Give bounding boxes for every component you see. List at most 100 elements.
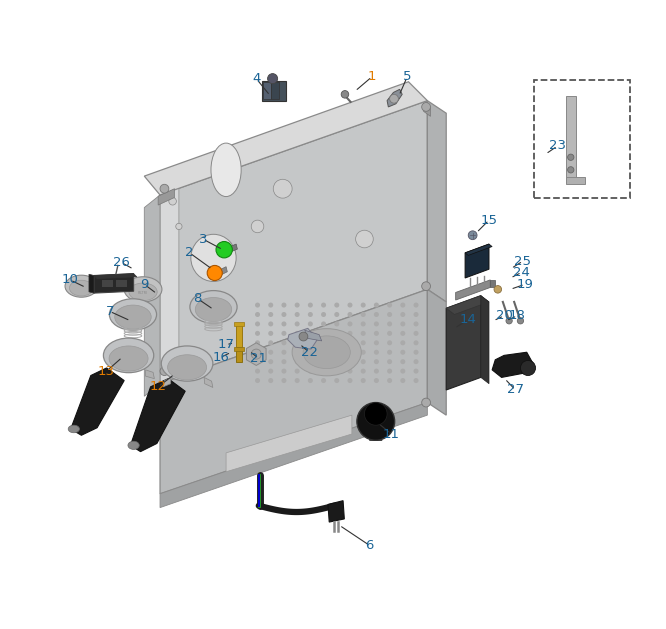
Circle shape [414,359,418,364]
Circle shape [361,350,366,355]
Circle shape [294,340,300,345]
Circle shape [268,74,278,84]
Polygon shape [446,296,489,314]
Circle shape [387,378,392,383]
Circle shape [321,321,326,326]
Circle shape [348,369,352,374]
Ellipse shape [109,346,148,371]
Circle shape [374,312,379,317]
Text: 13: 13 [98,365,115,377]
Circle shape [348,359,352,364]
Polygon shape [158,189,174,205]
Ellipse shape [69,280,93,296]
Circle shape [400,378,406,383]
Circle shape [268,340,273,345]
Polygon shape [370,434,382,440]
Circle shape [414,312,418,317]
Circle shape [282,378,286,383]
Circle shape [334,378,339,383]
Circle shape [387,312,392,317]
Ellipse shape [251,220,264,233]
Circle shape [255,340,260,345]
Circle shape [255,369,260,374]
Circle shape [348,350,352,355]
Polygon shape [387,89,402,107]
Ellipse shape [292,328,361,376]
Circle shape [334,331,339,336]
Polygon shape [146,370,155,379]
Polygon shape [160,186,179,384]
Ellipse shape [124,277,162,302]
Circle shape [321,350,326,355]
Polygon shape [490,280,496,287]
Circle shape [357,403,395,440]
Circle shape [255,378,260,383]
Polygon shape [465,244,489,278]
Circle shape [308,331,313,336]
Circle shape [282,312,286,317]
Circle shape [160,184,169,193]
Circle shape [308,378,313,383]
Polygon shape [288,328,317,349]
Circle shape [400,312,406,317]
Circle shape [282,303,286,308]
FancyBboxPatch shape [263,82,271,99]
Text: 2: 2 [185,247,194,259]
Text: 8: 8 [194,292,202,305]
Circle shape [374,369,379,374]
FancyBboxPatch shape [271,82,279,99]
Circle shape [282,350,286,355]
Circle shape [282,359,286,364]
Circle shape [207,265,222,281]
Circle shape [567,154,574,160]
Circle shape [268,321,273,326]
Circle shape [294,378,300,383]
Ellipse shape [168,355,206,380]
Circle shape [282,369,286,374]
Circle shape [294,350,300,355]
Circle shape [341,91,349,98]
Circle shape [255,350,260,355]
Circle shape [268,312,273,317]
Text: 10: 10 [62,274,79,286]
Text: 19: 19 [516,278,533,291]
Circle shape [321,312,326,317]
Circle shape [255,312,260,317]
Circle shape [348,340,352,345]
Polygon shape [456,280,490,300]
Ellipse shape [129,283,157,301]
Circle shape [294,369,300,374]
Text: 24: 24 [513,266,530,279]
Circle shape [321,340,326,345]
Circle shape [374,350,379,355]
Circle shape [308,369,313,374]
Circle shape [308,350,313,355]
Text: 21: 21 [250,352,267,365]
Circle shape [414,350,418,355]
Polygon shape [465,244,492,255]
Circle shape [268,359,273,364]
Circle shape [400,359,406,364]
Polygon shape [163,377,170,387]
Circle shape [400,303,406,308]
Ellipse shape [65,276,98,297]
Ellipse shape [356,230,373,248]
Circle shape [255,303,260,308]
Circle shape [374,321,379,326]
Text: 9: 9 [140,278,149,291]
Polygon shape [131,379,185,452]
Circle shape [387,369,392,374]
Circle shape [308,359,313,364]
Circle shape [387,350,392,355]
Ellipse shape [109,299,157,330]
Circle shape [321,359,326,364]
Circle shape [361,312,366,317]
Circle shape [334,350,339,355]
Ellipse shape [68,425,79,433]
Ellipse shape [211,143,241,196]
Text: 12: 12 [150,381,166,393]
Text: 27: 27 [507,384,524,396]
Text: 16: 16 [212,351,230,364]
Circle shape [567,167,574,173]
Polygon shape [565,177,585,184]
